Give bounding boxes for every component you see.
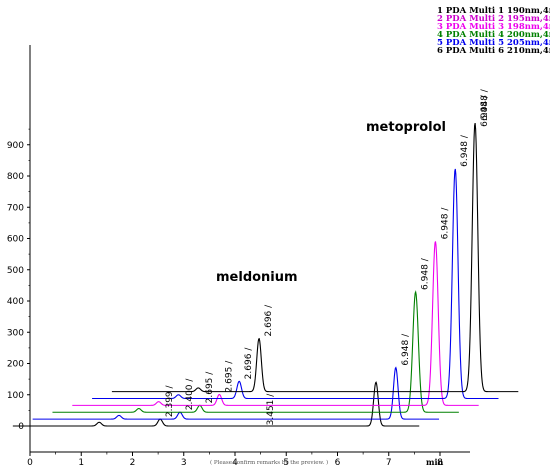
y-tick-label: 900 [7,141,24,151]
peak-label: 6.948 / [460,134,470,167]
x-tick-label: 5 [283,458,289,468]
x-tick-label: 3 [181,458,187,468]
traces [12,122,519,427]
peak-label: 2.696 / [264,304,274,337]
y-tick-label: 400 [7,297,24,307]
x-tick-label: 7 [386,458,392,468]
x-tick-label: 6 [335,458,341,468]
x-tick-label: 1 [78,458,84,468]
x-tick-label: 4 [232,458,238,468]
x-tick-label: 0 [27,458,33,468]
trace-4 [72,241,479,406]
legend-entry-5: 5 PDA Multi 5 205nm,4nm [437,38,550,48]
peak-label: 2.695 / [205,371,215,404]
peak-label: 6.948 / [421,257,431,290]
legend-entry-4: 4 PDA Multi 4 200nm,4nm [437,30,550,40]
trace-5 [92,168,499,400]
axes: 0 100 200 300 400 500 600 700 800 900 0 1 2 3 4 5 6 7 8 [7,45,470,468]
trace-3 [52,290,459,413]
y-tick-label: 300 [7,328,24,338]
y-tick-label: 600 [7,235,24,245]
peak-label: 2.696 / [244,347,254,380]
peak-label: 6.948 / [480,94,490,127]
peak-label: 6.948 / [440,207,450,240]
footnote: ( Please confirm remarks by the preview.… [210,459,328,466]
legend-entry-3: 3 PDA Multi 3 198nm,4nm [437,22,550,32]
y-tick-label: 700 [7,203,24,213]
annotation-metoprolol: metoprolol [366,120,446,135]
peak-label: 6.948 / [401,333,411,366]
peak-labels: 2.399 / 2.400 / 2.695 / 2.695 / 2.696 / 2.696… [165,88,490,425]
y-tick-label: 0 [18,422,24,432]
peak-label: 6.948 / [480,88,490,121]
legend-entry-6: 6 PDA Multi 6 210nm,4nm [437,46,550,56]
x-tick-label: 2 [130,458,136,468]
peak-label: 2.399 / [165,384,175,417]
x-axis-unit: min [426,457,444,467]
x-tick-label: 8 [437,458,443,468]
peak-label: 3.451 / [266,393,276,426]
legend: 1 PDA Multi 1 190nm,4nm 2 PDA Multi 2 19… [437,6,550,56]
trace-6 [111,122,519,393]
trace-2 [32,366,440,420]
y-tick-label: 800 [7,172,24,182]
legend-entry-1: 1 PDA Multi 1 190nm,4nm [437,6,550,16]
y-tick-label: 100 [7,391,24,401]
annotation-meldonium: meldonium [216,270,298,285]
y-tick-label: 500 [7,266,24,276]
legend-entry-2: 2 PDA Multi 2 195nm,4nm [437,14,550,24]
trace-1 [12,381,420,427]
y-tick-label: 200 [7,360,24,370]
peak-label: 2.400 / [185,378,195,411]
peak-label: 2.695 / [224,360,234,393]
